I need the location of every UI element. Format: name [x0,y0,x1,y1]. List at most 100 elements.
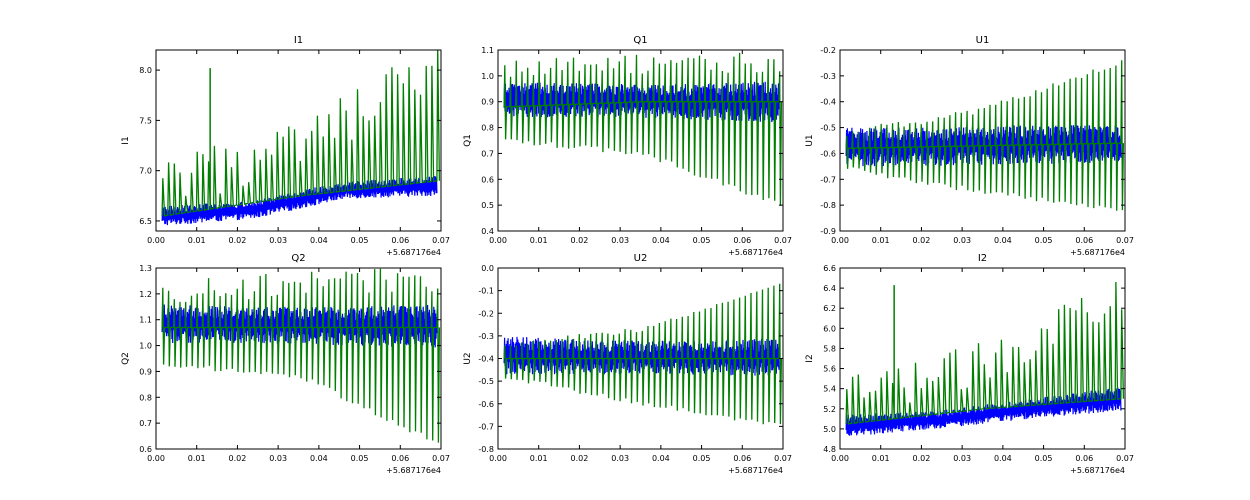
y-tick-label: 5.0 [823,425,836,434]
chart-title: Q2 [291,253,305,264]
y-tick-label: 0.7 [139,419,152,428]
plot-area [503,52,783,206]
x-tick-label: 0.05 [351,454,369,463]
y-tick-label: 7.0 [139,167,152,176]
series-blue-line [161,175,438,226]
y-tick-label: -0.1 [478,287,494,296]
y-tick-label: 0.6 [481,175,494,184]
y-tick-label: 6.6 [823,264,836,273]
x-tick-label: 0.00 [831,454,849,463]
axes-frame [155,49,442,232]
x-tick-label: 0.00 [147,236,165,245]
x-tick-label: 0.07 [1116,454,1134,463]
x-offset-label: +5.687176e4 [728,248,783,257]
x-tick-label: 0.02 [229,236,247,245]
y-tick-label: 7.5 [139,116,152,125]
y-tick-label: -0.9 [820,227,836,236]
chart-U1: U1 0.00 0.01 0.02 0.03 0.04 0.05 0.06 0.07 +5.687… [805,35,1134,257]
x-tick-label: 0.04 [994,236,1012,245]
x-tick-label: 0.04 [310,236,328,245]
x-tick-label: 0.07 [774,454,792,463]
y-tick-label: 6.4 [823,284,836,293]
x-tick-label: 0.02 [571,454,589,463]
x-offset-label: +5.687176e4 [1070,248,1125,257]
axes-frame [839,267,1126,450]
chart-I2: I2 0.00 0.01 0.02 0.03 0.04 0.05 0.06 0.07 +5.687… [805,253,1134,475]
chart-title: U2 [634,253,648,264]
y-tick-label: 6.5 [139,217,152,226]
y-axis-label: I2 [805,354,815,362]
x-tick-label: 0.04 [652,454,670,463]
x-tick-label: 0.07 [774,236,792,245]
y-tick-label: 1.2 [139,290,152,299]
series-green-line [161,50,441,217]
chart-title: I2 [978,253,987,264]
x-tick-label: 0.01 [530,454,548,463]
x-tick-label: 0.00 [147,454,165,463]
series-green-line [845,60,1125,211]
y-tick-label: 0.9 [139,367,152,376]
y-tick-label: 5.2 [823,405,836,414]
y-tick-label: 8.0 [139,66,152,75]
y-tick-label: -0.2 [478,309,494,318]
x-tick-label: 0.04 [994,454,1012,463]
x-tick-label: 0.06 [733,454,751,463]
series-green-line [503,52,783,206]
y-tick-label: 5.4 [823,385,836,394]
y-tick-label: 0.4 [481,227,494,236]
chart-Q1: Q1 0.00 0.01 0.02 0.03 0.04 0.05 0.06 0.07 +5.687… [463,35,792,257]
y-tick-label: -0.2 [820,46,836,55]
plot-area [161,268,441,443]
x-tick-label: 0.06 [733,236,751,245]
y-tick-label: 0.0 [481,264,494,273]
y-tick-label: -0.8 [478,445,494,454]
y-axis-label: Q1 [463,134,473,147]
x-offset-label: +5.687176e4 [728,466,783,475]
y-axis-label: I1 [121,136,131,144]
x-tick-label: 0.06 [391,236,409,245]
y-tick-label: -0.6 [820,149,836,158]
x-tick-label: 0.02 [571,236,589,245]
x-tick-label: 0.05 [351,236,369,245]
y-tick-label: -0.8 [820,201,836,210]
y-tick-label: 0.6 [139,445,152,454]
x-tick-label: 0.02 [913,454,931,463]
y-tick-label: 0.8 [481,124,494,133]
y-tick-label: 0.5 [481,201,494,210]
y-tick-label: 1.0 [481,72,494,81]
y-tick-label: -0.5 [820,124,836,133]
y-tick-label: 1.3 [139,264,152,273]
y-tick-label: 1.1 [139,316,152,325]
y-tick-label: -0.4 [478,355,494,364]
x-tick-label: 0.07 [1116,236,1134,245]
y-tick-label: -0.3 [478,332,494,341]
axes-frame [839,49,1126,232]
y-tick-label: -0.6 [478,400,494,409]
y-tick-label: 0.7 [481,149,494,158]
y-tick-label: -0.7 [478,422,494,431]
chart-title: I1 [294,35,303,46]
y-tick-label: -0.3 [820,72,836,81]
axes-frame [497,49,784,232]
x-tick-label: 0.05 [1035,454,1053,463]
x-tick-label: 0.03 [611,236,629,245]
x-tick-label: 0.01 [530,236,548,245]
x-tick-label: 0.06 [1075,236,1093,245]
y-tick-label: -0.4 [820,98,836,107]
x-tick-label: 0.01 [188,454,206,463]
y-tick-label: -0.5 [478,377,494,386]
chart-I1: I1 0.00 0.01 0.02 0.03 0.04 0.05 0.06 0.07 +5.687… [121,35,450,257]
plot-area [161,50,441,226]
series-green-line [503,283,783,425]
chart-U2: U2 0.00 0.01 0.02 0.03 0.04 0.05 0.06 0.07 +5.687… [463,253,792,475]
y-tick-label: 1.1 [481,46,494,55]
x-tick-label: 0.05 [693,454,711,463]
x-tick-label: 0.03 [953,454,971,463]
x-tick-label: 0.05 [693,236,711,245]
plot-area [845,281,1125,436]
chart-Q2: Q2 0.00 0.01 0.02 0.03 0.04 0.05 0.06 0.07 +5.687… [121,253,450,475]
y-axis-label: U1 [805,134,815,146]
x-tick-label: 0.06 [391,454,409,463]
x-tick-label: 0.03 [953,236,971,245]
